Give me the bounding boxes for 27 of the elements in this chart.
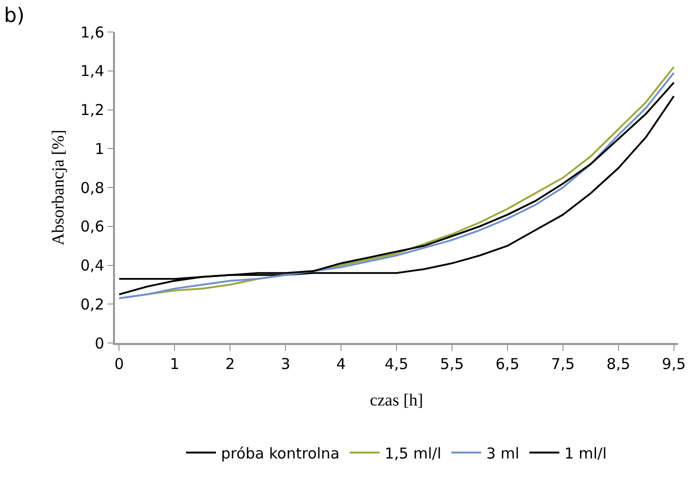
x-tick-label: 4,5: [384, 354, 408, 373]
x-tick-label: 3: [280, 354, 290, 373]
y-axis-title: Absorbancja [%]: [48, 130, 68, 246]
y-tick-label: 0,8: [80, 178, 104, 197]
x-tick-label: 1: [170, 354, 180, 373]
x-tick-label: 9,5: [662, 354, 686, 373]
x-tick-label: 5,5: [440, 354, 464, 373]
x-tick-label: 6,5: [496, 354, 520, 373]
x-tick-label: 4: [336, 354, 346, 373]
x-tick-label: 2: [225, 354, 235, 373]
x-tick-label: 0: [114, 354, 124, 373]
y-tick-label: 0: [94, 334, 104, 352]
text: b): [4, 3, 24, 27]
y-tick-label: 1,4: [80, 62, 104, 80]
legend-label: próba kontrolna: [221, 444, 340, 462]
y-tick-label: 1,6: [80, 23, 104, 42]
y-tick-label: 1: [94, 140, 104, 158]
legend-label: 1,5 ml/l: [384, 444, 442, 462]
y-tick-label: 0,4: [80, 256, 104, 274]
x-tick-label: 8,5: [606, 354, 630, 373]
legend-label: 1 ml/l: [564, 444, 607, 462]
legend-label: 3 ml: [486, 444, 520, 462]
y-tick-label: 0,2: [80, 295, 104, 314]
x-tick-label: 7,5: [550, 354, 575, 373]
y-tick-label: 1,2: [80, 101, 104, 119]
y-tick-label: 0,6: [80, 218, 104, 236]
x-axis-title: czas [h]: [370, 390, 424, 410]
